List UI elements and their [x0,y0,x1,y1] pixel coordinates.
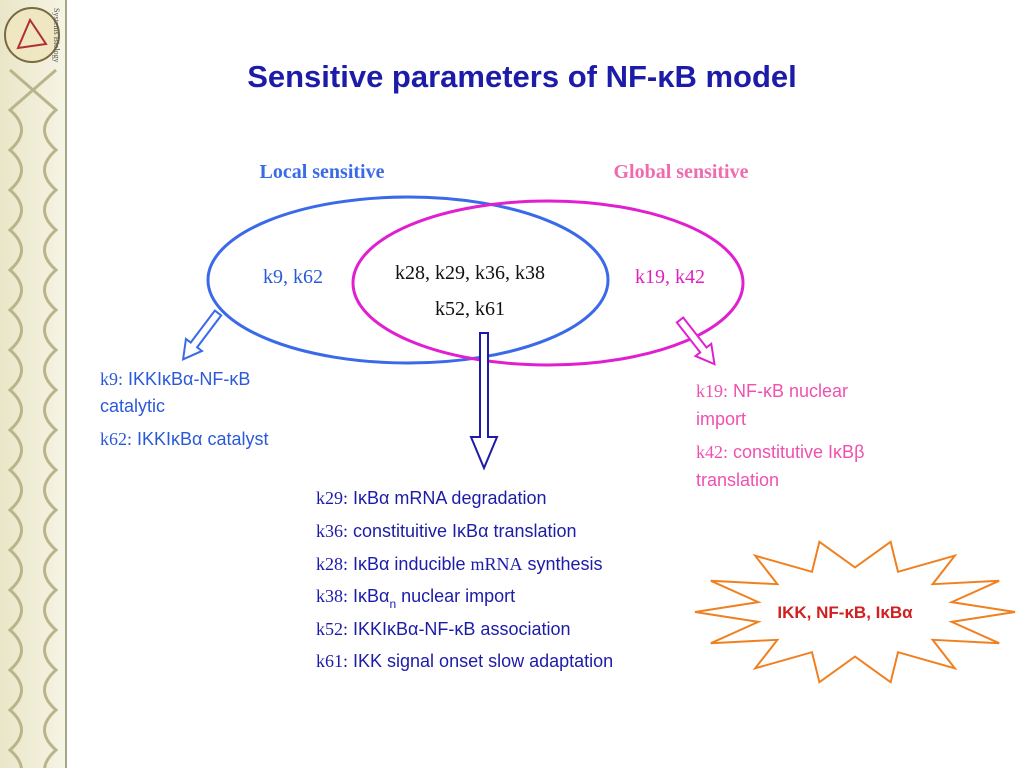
note-text: IKKIκBα-NF-κB [128,369,250,389]
arrow [181,309,223,361]
note-key: k36: [316,521,348,541]
global-ellipse [351,199,745,367]
note-text: IκBα mRNA degradation [353,488,547,508]
sidebar [0,0,66,768]
arrow [469,332,499,471]
note-text: IKKIκBα catalyst [137,429,268,449]
note-key: k28: [316,554,348,574]
note-text: constitutive IκBβ [733,442,864,462]
burst-text: IKK, NF-κB, IκBα [777,603,913,622]
note-text: synthesis [528,554,603,574]
venn-label: Local sensitive [260,161,385,183]
venn-region: k19, k42 [635,266,705,288]
logo-mark [16,17,48,50]
note: k29: IκBα mRNA degradation [316,488,547,508]
note-key: k42: [696,442,728,462]
note: k62: IKKIκBα catalyst [100,429,268,449]
sidebar-label: Systems Biology [52,8,61,62]
note-subscript: n [389,597,396,611]
note: k61: IKK signal onset slow adaptation [316,651,613,671]
arrow [675,316,716,366]
note-text: IKKIκBα-NF-κB association [353,619,570,639]
venn-region: k52, k61 [435,298,505,320]
note: k19: NF-κB nuclear [696,381,848,401]
burst [694,540,1016,684]
note: k52: IKKIκBα-NF-κB association [316,619,570,639]
note-key: k19: [696,381,728,401]
overlap-notes: k29: IκBα mRNA degradation k36: constituit… [316,488,613,671]
note-text: IκBα [353,586,389,606]
note: k38: IκBαn nuclear import [316,586,515,611]
note-key: k61: [316,651,348,671]
note-key: k29: [316,488,348,508]
note-text: constituitive IκBα translation [353,521,577,541]
note-text: translation [696,470,779,490]
note: k42: constitutive IκBβ [696,442,864,462]
note-text: nuclear import [401,586,515,606]
note-text: NF-κB nuclear [733,381,848,401]
local-ellipse [206,195,610,365]
note: k28: IκBα inducible mRNA synthesis [316,554,603,574]
note-text: IκBα inducible [353,554,465,574]
note: k9: IKKIκBα-NF-κB [100,369,250,389]
helix-strand [9,68,59,768]
helix-strand [7,68,57,768]
note-text: catalytic [100,396,165,416]
note-text: IKK signal onset slow adaptation [353,651,613,671]
venn-region: k9, k62 [263,266,323,288]
note-key: k9: [100,369,123,389]
note-text: mRNA [470,554,522,574]
note: k36: constituitive IκBα translation [316,521,577,541]
venn-label: Global sensitive [613,161,748,183]
note-text: import [696,409,746,429]
logo [4,7,60,63]
note-key: k62: [100,429,132,449]
helix-pattern [7,68,59,768]
title: Sensitive parameters of NF-κB model [247,59,797,94]
venn-region: k28, k29, k36, k38 [395,262,545,284]
note-key: k52: [316,619,348,639]
note-key: k38: [316,586,348,606]
